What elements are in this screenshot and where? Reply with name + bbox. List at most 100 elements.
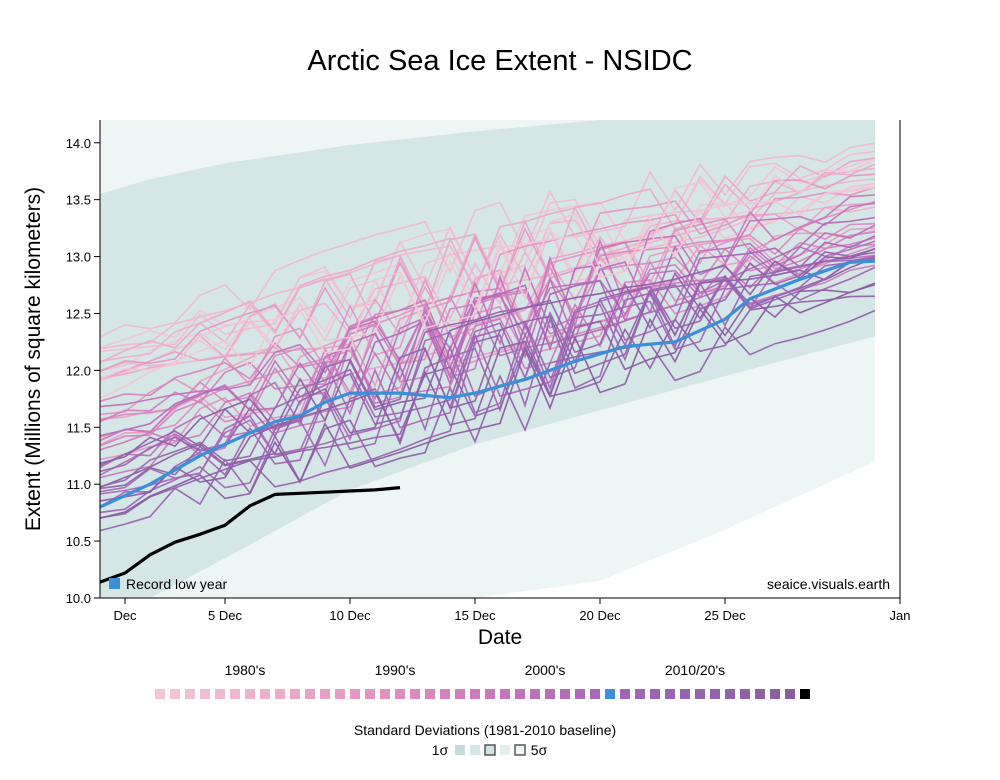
decade-label-2000s: 2000's — [525, 662, 566, 678]
x-axis-title: Date — [478, 626, 522, 649]
y-axis-ticks: 10.0 10.5 11.0 11.5 12.0 12.5 13.0 13.5 14.0 — [66, 136, 100, 606]
decade-swatch — [200, 689, 210, 699]
decade-swatch — [800, 689, 810, 699]
decade-legend: 1980's 1990's 2000's 2010/20's — [155, 662, 810, 699]
y-axis-title: Extent (Millions of square kilometers) — [22, 187, 45, 531]
decade-swatch — [260, 689, 270, 699]
decade-swatch — [605, 689, 615, 699]
std-legend-title: Standard Deviations (1981-2010 baseline) — [354, 722, 616, 738]
decade-swatch — [620, 689, 630, 699]
decade-swatch — [500, 689, 510, 699]
year-line — [99, 216, 876, 476]
decade-swatch — [635, 689, 645, 699]
x-tick-label: 10 Dec — [329, 608, 371, 623]
y-tick-label: 12.0 — [66, 363, 91, 378]
y-tick-label: 11.0 — [67, 477, 91, 492]
year-line — [99, 237, 876, 403]
decade-swatch — [530, 689, 540, 699]
chart-title: Arctic Sea Ice Extent - NSIDC — [307, 45, 692, 77]
decade-swatch — [560, 689, 570, 699]
current-year-line — [99, 486, 401, 584]
decade-swatch — [590, 689, 600, 699]
year-line — [99, 247, 876, 465]
y-tick-label: 11.5 — [67, 420, 91, 435]
highlight-lines — [99, 259, 876, 584]
year-line — [99, 206, 876, 372]
year-line — [99, 173, 876, 373]
decade-swatch — [650, 689, 660, 699]
decade-swatch — [320, 689, 330, 699]
decade-swatch — [680, 689, 690, 699]
decade-swatch-row — [155, 689, 810, 699]
x-tick-label: 25 Dec — [704, 608, 746, 623]
decade-swatch — [425, 689, 435, 699]
decade-label-1980s: 1980's — [225, 662, 266, 678]
x-tick-label: Dec — [113, 608, 137, 623]
decade-swatch — [755, 689, 765, 699]
decade-swatch — [695, 689, 705, 699]
decade-swatch — [230, 689, 240, 699]
decade-swatch — [365, 689, 375, 699]
decade-swatch — [170, 689, 180, 699]
decade-swatch — [335, 689, 345, 699]
year-line — [99, 200, 876, 461]
year-line — [99, 240, 876, 437]
std-legend: Standard Deviations (1981-2010 baseline)… — [354, 722, 616, 758]
decade-swatch — [710, 689, 720, 699]
std-swatch — [455, 745, 465, 755]
decade-swatch — [305, 689, 315, 699]
y-tick-label: 13.5 — [66, 193, 91, 208]
record-low-label: Record low year — [126, 576, 227, 592]
decade-swatch — [245, 689, 255, 699]
x-tick-label: 20 Dec — [579, 608, 621, 623]
std-swatch — [470, 745, 480, 755]
decade-swatch — [215, 689, 225, 699]
year-line — [99, 260, 876, 473]
decade-swatch — [470, 689, 480, 699]
x-tick-label: 5 Dec — [208, 608, 242, 623]
std-legend-1sigma: 1σ — [432, 742, 449, 758]
decade-label-1990s: 1990's — [375, 662, 416, 678]
decade-swatch — [275, 689, 285, 699]
year-line — [99, 309, 876, 519]
year-line — [99, 248, 876, 467]
decade-swatch — [740, 689, 750, 699]
year-line — [99, 186, 876, 380]
decade-swatch — [395, 689, 405, 699]
decade-swatch — [725, 689, 735, 699]
std-swatch — [514, 744, 526, 756]
decade-swatch — [770, 689, 780, 699]
plot-area — [99, 120, 876, 598]
decade-swatch — [575, 689, 585, 699]
decade-swatch — [485, 689, 495, 699]
record-low-line — [99, 259, 876, 509]
decade-swatch — [185, 689, 195, 699]
std-swatch-row — [455, 744, 526, 756]
y-tick-label: 13.0 — [66, 250, 91, 265]
decade-swatch — [665, 689, 675, 699]
year-line — [99, 256, 876, 489]
year-line — [99, 227, 876, 446]
year-line — [99, 283, 876, 519]
year-line — [99, 142, 876, 338]
x-axis-ticks: Dec 5 Dec 10 Dec 15 Dec 20 Dec 25 Dec Jan — [113, 598, 910, 623]
decade-swatch — [785, 689, 795, 699]
std-swatch — [500, 745, 510, 755]
y-tick-label: 10.5 — [66, 534, 91, 549]
decade-swatch — [290, 689, 300, 699]
source-label: seaice.visuals.earth — [767, 576, 890, 592]
decade-label-2010s: 2010/20's — [665, 662, 725, 678]
year-line — [99, 163, 876, 364]
decade-swatch — [380, 689, 390, 699]
year-line — [99, 295, 876, 490]
decade-swatch — [440, 689, 450, 699]
std-legend-5sigma: 5σ — [531, 742, 548, 758]
x-tick-label: Jan — [890, 608, 911, 623]
decade-swatch — [155, 689, 165, 699]
std-swatch — [484, 744, 496, 756]
record-low-marker — [109, 578, 120, 589]
decade-swatch — [515, 689, 525, 699]
decade-swatch — [455, 689, 465, 699]
decade-swatch — [350, 689, 360, 699]
